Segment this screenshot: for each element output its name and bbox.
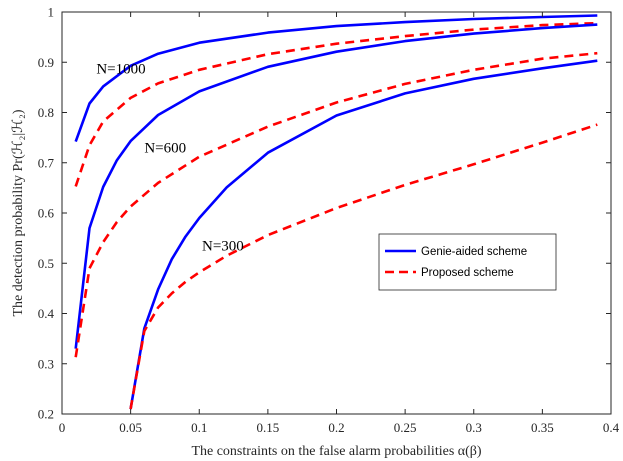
series-line-n1000-proposed <box>74 21 598 187</box>
legend: Genie-aided scheme Proposed scheme <box>378 233 557 291</box>
x-tick-label: 0 <box>59 420 66 435</box>
x-tick-label: 0.35 <box>531 420 554 435</box>
legend-box <box>378 233 557 291</box>
x-tick-label: 0.05 <box>119 420 142 435</box>
x-axis-label: The constraints on the false alarm proba… <box>191 444 481 459</box>
x-tick-label: 0.25 <box>394 420 417 435</box>
series-line-n300-proposed <box>129 123 598 410</box>
ticks-layer: 0 0.05 0.1 0.15 0.2 0.25 0.3 0.35 0.4 0.2 0.3 0.4 0.… <box>38 5 620 436</box>
x-tick-label: 0.4 <box>603 420 620 435</box>
y-tick-label: 0.9 <box>38 55 54 70</box>
x-tick-label: 0.3 <box>466 420 482 435</box>
legend-label-proposed: Proposed scheme <box>421 267 514 279</box>
x-tick-label: 0.2 <box>328 420 344 435</box>
y-tick-label: 0.8 <box>38 105 54 120</box>
y-tick-label: 0.5 <box>38 256 54 271</box>
y-axis-label: The detection probability Pr(ℋ₂|ℋ₂) <box>11 109 26 316</box>
y-tick-label: 1 <box>48 5 55 20</box>
series-line-n1000-genie <box>74 14 598 143</box>
series-layer <box>74 14 598 410</box>
curve-label-n1000: N=1000 <box>96 61 145 77</box>
legend-label-genie: Genie-aided scheme <box>421 246 527 258</box>
series-line-n300-genie <box>129 59 598 410</box>
y-tick-label: 0.3 <box>38 356 54 371</box>
x-tick-label: 0.15 <box>257 420 280 435</box>
plot-background <box>62 12 611 414</box>
y-tick-label: 0.2 <box>38 407 54 422</box>
y-tick-label: 0.4 <box>38 306 55 321</box>
series-line-n600-genie <box>74 23 598 349</box>
x-tick-label: 0.1 <box>191 420 207 435</box>
annotations-layer: N=1000 N=600 N=300 <box>96 61 243 254</box>
curve-label-n600: N=600 <box>144 141 186 157</box>
y-tick-label: 0.6 <box>38 206 55 221</box>
curve-label-n300: N=300 <box>202 239 244 255</box>
y-tick-label: 0.7 <box>38 155 55 170</box>
